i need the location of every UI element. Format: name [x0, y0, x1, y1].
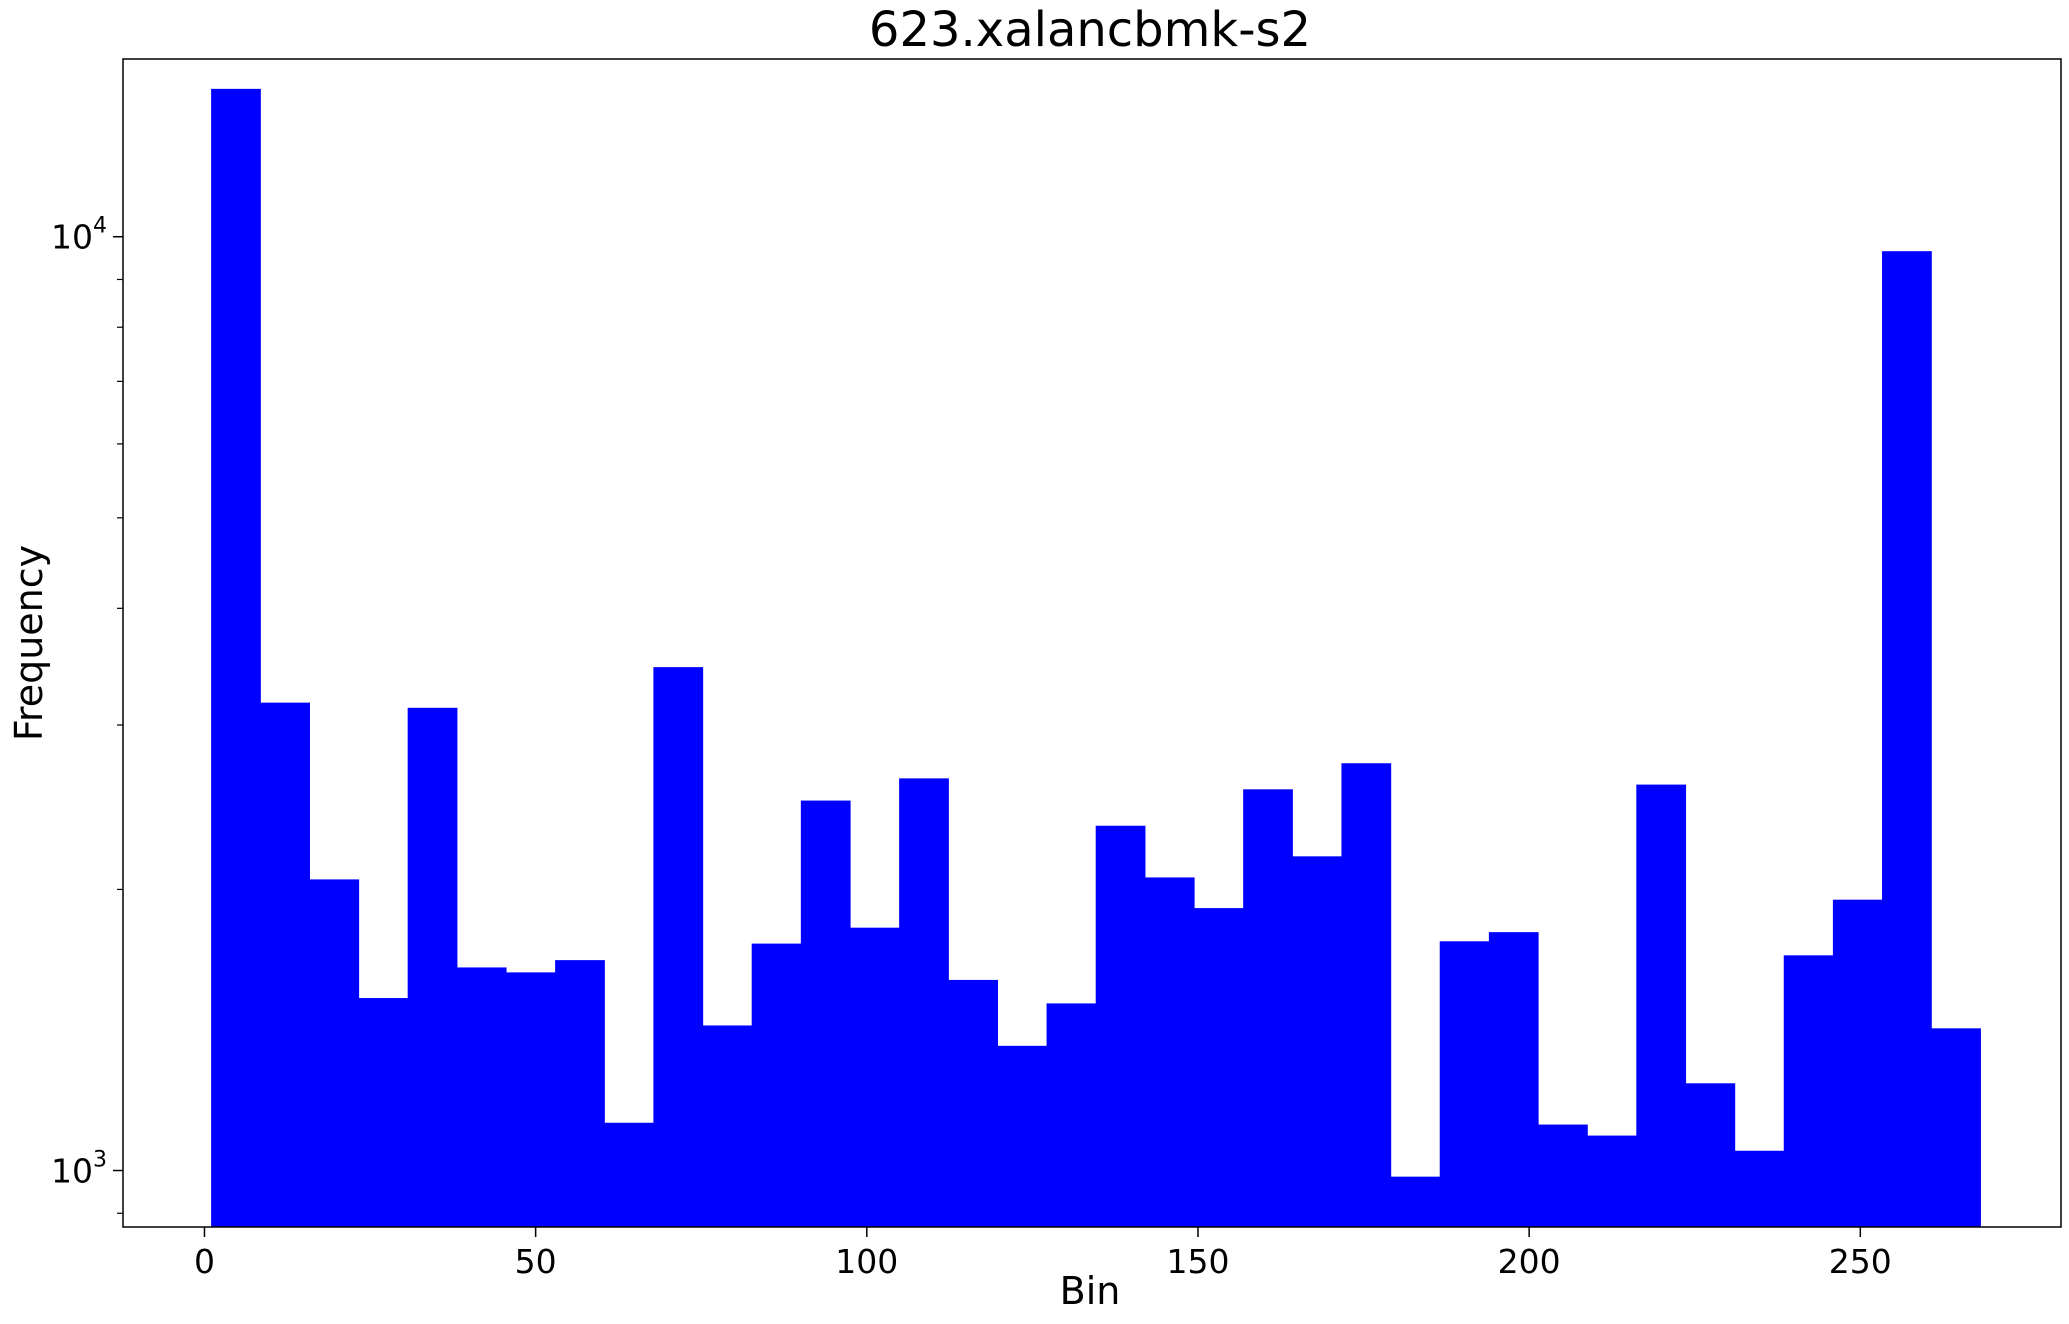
histogram-bar: [1931, 1028, 1981, 1227]
histogram-bar: [751, 943, 802, 1227]
histogram-bar: [1046, 1003, 1097, 1227]
histogram-bar: [997, 1045, 1048, 1227]
x-axis-label: Bin: [1060, 1269, 1121, 1313]
histogram-bar: [1439, 941, 1490, 1227]
histogram-bar: [849, 927, 900, 1227]
histogram-bar: [1587, 1135, 1637, 1227]
histogram-bar: [1538, 1124, 1588, 1227]
histogram-bar: [1194, 908, 1244, 1227]
bars-group: [211, 88, 1981, 1228]
x-tick-label: 50: [515, 1242, 557, 1281]
histogram-bar: [260, 702, 310, 1227]
histogram-bar: [1095, 825, 1146, 1227]
histogram-bar: [1292, 856, 1343, 1227]
y-tick-label: 103: [51, 1148, 107, 1191]
x-tick-label: 100: [835, 1242, 898, 1281]
y-axis-label: Frequency: [7, 545, 51, 741]
histogram-bar: [1882, 251, 1932, 1227]
histogram-bar: [1488, 932, 1539, 1227]
histogram-bar: [358, 998, 409, 1227]
histogram-bar: [456, 967, 507, 1227]
x-tick-label: 150: [1166, 1242, 1229, 1281]
x-tick-label: 200: [1498, 1242, 1561, 1281]
histogram-bar: [604, 1122, 654, 1227]
histogram-bar: [211, 88, 261, 1228]
histogram-bar: [555, 960, 605, 1227]
plot-frame: [122, 58, 2062, 1228]
histogram-bar: [702, 1025, 753, 1227]
y-axis-ticks: 103 104: [51, 214, 123, 1214]
histogram-bar: [800, 800, 851, 1227]
histogram-bar: [1341, 763, 1392, 1227]
histogram-bar: [899, 778, 949, 1227]
histogram-bar: [653, 667, 704, 1227]
histogram-bar: [1243, 789, 1293, 1227]
histogram-bar: [1390, 1176, 1441, 1227]
histogram-bar: [1734, 1150, 1785, 1227]
histogram-bar: [948, 979, 999, 1227]
histogram-bar: [1685, 1083, 1736, 1227]
histogram-bar: [1636, 784, 1687, 1227]
chart-title: 623.xalancbmk-s2: [869, 2, 1311, 58]
histogram-bar: [505, 972, 556, 1227]
histogram-bar: [309, 879, 360, 1227]
x-tick-label: 0: [194, 1242, 215, 1281]
histogram-bar: [1832, 899, 1883, 1227]
histogram-bar: [1783, 955, 1834, 1227]
x-axis-ticks: 0 50 100 150 200 250: [194, 1227, 1892, 1281]
histogram-bar: [407, 707, 458, 1227]
x-tick-label: 250: [1829, 1242, 1892, 1281]
y-tick-label: 104: [51, 214, 107, 257]
histogram-bar: [1144, 877, 1195, 1227]
